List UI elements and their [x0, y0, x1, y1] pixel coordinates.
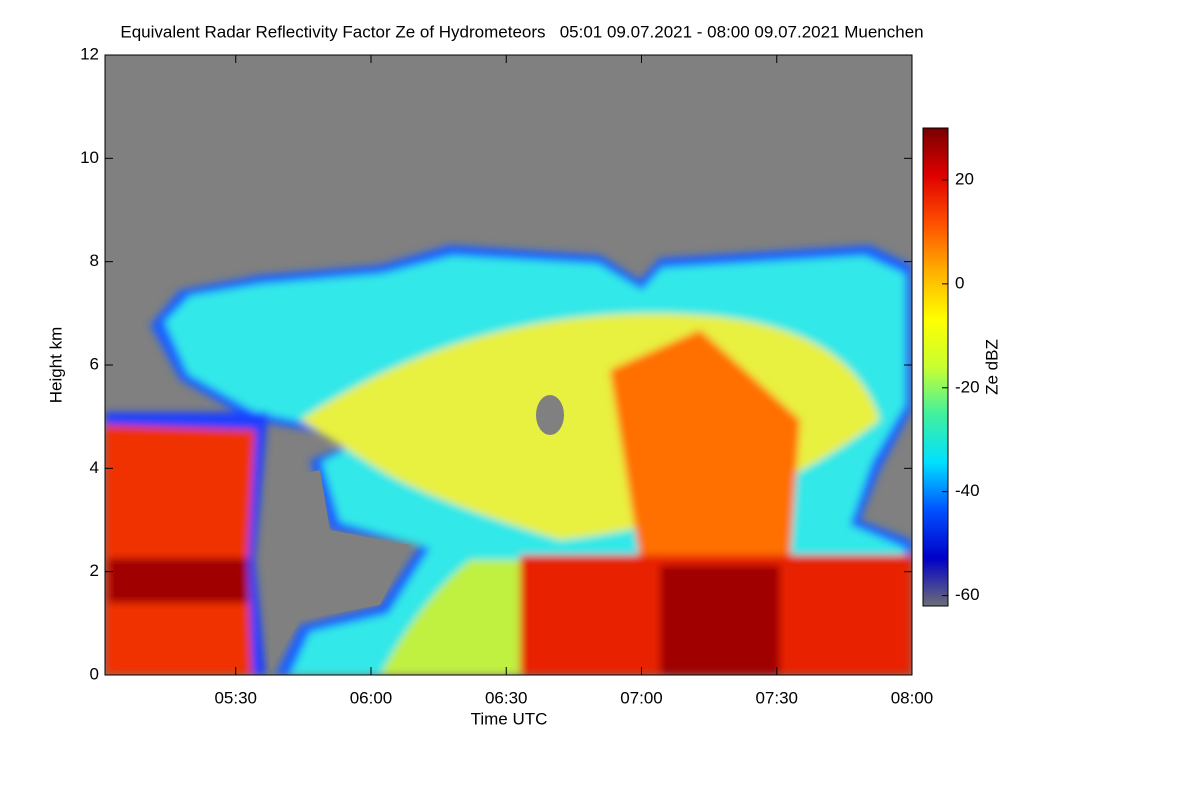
echo-regions: [105, 245, 912, 675]
y-axis-label: Height km: [46, 327, 65, 404]
y-tick-label: 10: [80, 148, 99, 167]
colorbar-label: Ze dBZ: [982, 339, 1001, 395]
colorbar-tick-label: -20: [955, 377, 980, 396]
colorbar-tick-label: 0: [955, 273, 964, 292]
y-tick-label: 0: [90, 664, 99, 683]
y-tick-label: 2: [90, 561, 99, 580]
x-tick-label: 07:30: [755, 688, 798, 707]
echo-strong: [105, 425, 255, 675]
radar-image: [105, 55, 912, 675]
colorbar: [922, 127, 949, 607]
y-tick-label: 8: [90, 251, 99, 270]
y-tick-label: 12: [80, 44, 99, 63]
echo-strong: [610, 330, 800, 560]
colorbar-tick-label: -60: [955, 585, 980, 604]
echo-bright-band: [660, 565, 780, 675]
x-tick-label: 07:00: [620, 688, 663, 707]
no-echo-gap: [270, 470, 410, 670]
colorbar-tick-label: 20: [955, 169, 974, 188]
no-echo-gap: [536, 395, 564, 435]
x-tick-label: 05:30: [214, 688, 257, 707]
chart-title: Equivalent Radar Reflectivity Factor Ze …: [120, 22, 923, 41]
x-tick-label: 06:00: [350, 688, 393, 707]
y-tick-label: 6: [90, 354, 99, 373]
echo-moderate: [380, 560, 520, 675]
y-tick-label: 4: [90, 458, 99, 477]
echo-bright-band: [108, 558, 248, 603]
x-tick-label: 06:30: [485, 688, 528, 707]
colorbar-tick-label: -40: [955, 481, 980, 500]
x-tick-label: 08:00: [891, 688, 934, 707]
x-axis-label: Time UTC: [471, 709, 548, 728]
